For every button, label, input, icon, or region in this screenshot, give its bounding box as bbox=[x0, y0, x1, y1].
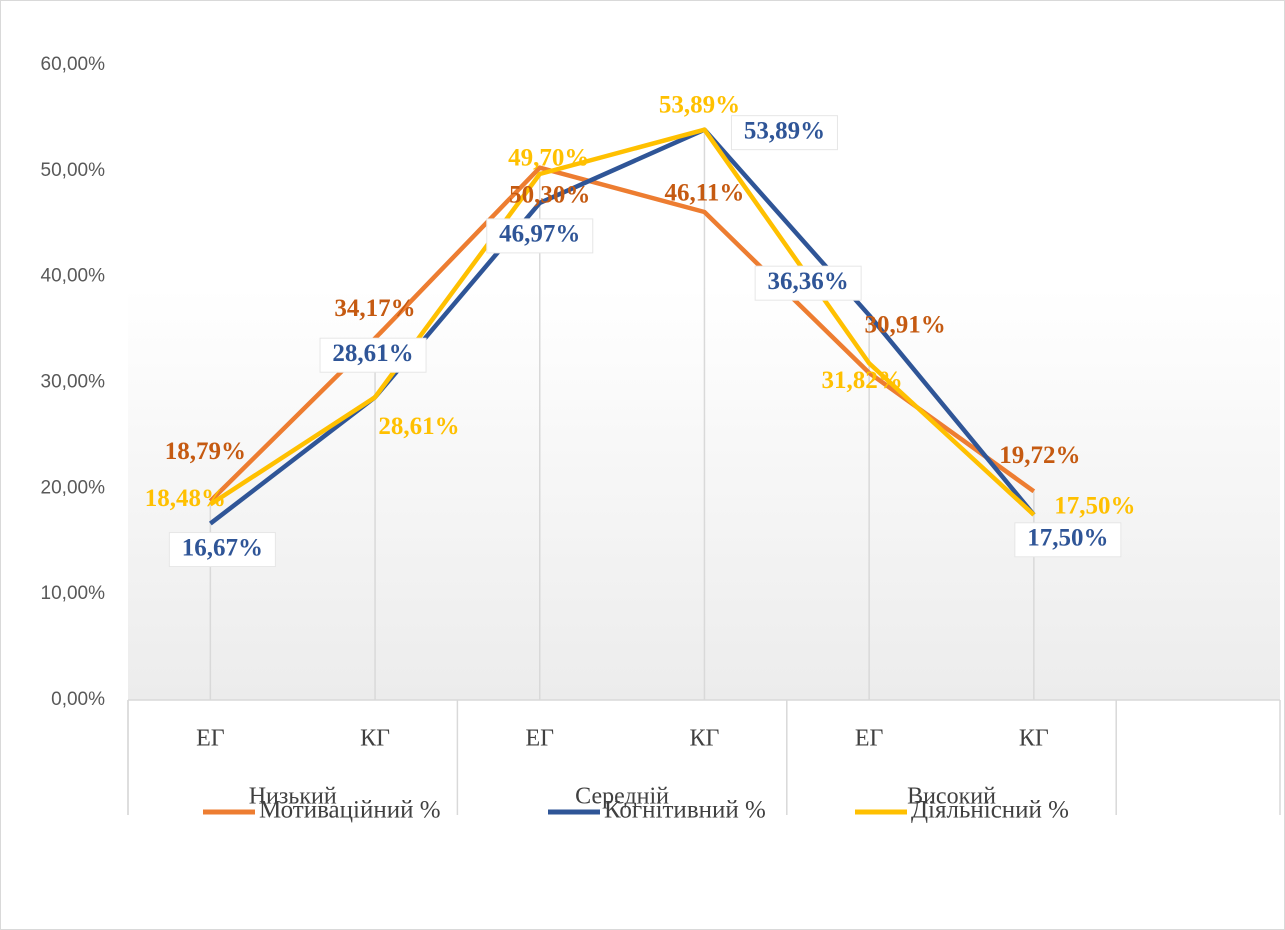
data-label: 28,61% bbox=[332, 340, 413, 367]
data-label: 50,30% bbox=[509, 181, 590, 208]
legend-label: Когнітивний % bbox=[604, 797, 766, 824]
y-tick-label: 20,00% bbox=[41, 477, 106, 498]
label-box bbox=[486, 218, 594, 254]
label-box bbox=[730, 115, 838, 151]
data-label: 31,82% bbox=[822, 367, 903, 394]
data-label: 17,50% bbox=[1054, 493, 1135, 520]
y-tick-label: 0,00% bbox=[51, 689, 105, 710]
y-tick-label: 30,00% bbox=[41, 372, 106, 393]
data-label: 17,50% bbox=[1027, 525, 1108, 552]
x-tick-label: КГ bbox=[1019, 726, 1049, 752]
data-label: 19,72% bbox=[999, 442, 1080, 469]
legend-label: Мотиваційний % bbox=[259, 797, 441, 824]
x-tick-label: ЕГ bbox=[525, 726, 554, 752]
data-label: 49,70% bbox=[508, 145, 589, 172]
group-label: Низький bbox=[249, 784, 337, 810]
legend-label: Діяльнісний % bbox=[911, 797, 1069, 824]
series-line bbox=[209, 127, 1036, 517]
data-label: 46,11% bbox=[665, 180, 745, 207]
y-tick-label: 60,00% bbox=[41, 54, 106, 75]
data-label: 18,79% bbox=[165, 438, 246, 465]
group-label: Середній bbox=[575, 784, 669, 810]
data-label: 28,61% bbox=[378, 413, 459, 440]
data-label: 46,97% bbox=[499, 221, 580, 248]
y-tick-label: 10,00% bbox=[41, 583, 106, 604]
label-box bbox=[168, 532, 276, 568]
y-tick-label: 40,00% bbox=[41, 266, 106, 287]
x-tick-label: КГ bbox=[690, 726, 720, 752]
data-label: 34,17% bbox=[334, 295, 415, 322]
label-box bbox=[1014, 522, 1122, 558]
label-box bbox=[754, 265, 862, 301]
data-label: 53,89% bbox=[659, 91, 740, 118]
data-label: 53,89% bbox=[744, 117, 825, 144]
data-label: 18,48% bbox=[145, 485, 226, 512]
data-label: 16,67% bbox=[182, 534, 263, 561]
label-box bbox=[319, 337, 427, 373]
data-label: 36,36% bbox=[768, 268, 849, 295]
x-tick-label: КГ bbox=[360, 726, 390, 752]
group-label: Високий bbox=[907, 784, 996, 810]
x-tick-label: ЕГ bbox=[196, 726, 225, 752]
data-label: 30,91% bbox=[865, 312, 946, 339]
series-line bbox=[208, 127, 1036, 526]
x-tick-label: ЕГ bbox=[855, 726, 884, 752]
y-tick-label: 50,00% bbox=[41, 160, 106, 181]
